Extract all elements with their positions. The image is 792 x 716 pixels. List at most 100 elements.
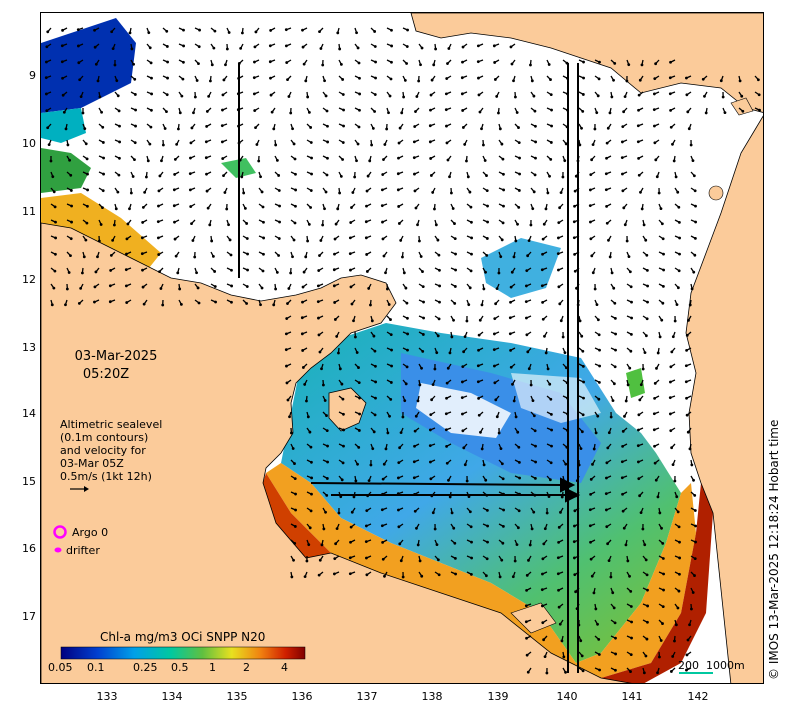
velocity-arrow-head: [608, 255, 612, 259]
velocity-arrow-head: [557, 588, 560, 592]
velocity-arrow-head: [518, 476, 521, 480]
velocity-arrow-head: [613, 365, 617, 369]
velocity-arrow-head: [446, 158, 450, 162]
velocity-arrow-head: [387, 303, 391, 306]
velocity-arrow-head: [623, 223, 627, 227]
velocity-arrow-head: [438, 268, 441, 272]
velocity-arrow-head: [692, 174, 696, 178]
velocity-arrow-head: [159, 287, 163, 290]
velocity-arrow-head: [338, 191, 342, 195]
velocity-arrow-head: [47, 143, 51, 147]
velocity-arrow-head: [301, 45, 305, 49]
velocity-arrow-head: [337, 511, 341, 515]
velocity-arrow-head: [629, 349, 633, 353]
velocity-arrow-head: [621, 444, 624, 448]
velocity-arrow-head: [525, 588, 528, 592]
velocity-arrow-head: [532, 510, 536, 514]
velocity-arrow-head: [262, 236, 266, 240]
velocity-arrow-head: [661, 557, 665, 560]
velocity-arrow-head: [189, 205, 193, 208]
velocity-arrow-head: [435, 543, 439, 546]
velocity-arrow-head: [478, 110, 482, 114]
velocity-arrow-head: [365, 556, 368, 560]
velocity-arrow-head: [612, 606, 616, 610]
map-panel[interactable]: [40, 12, 764, 684]
velocity-arrow-head: [541, 572, 544, 576]
velocity-arrow-head: [227, 31, 231, 34]
velocity-arrow-head: [397, 525, 401, 529]
velocity-arrow-head: [382, 462, 386, 466]
velocity-arrow-head: [292, 238, 296, 242]
velocity-arrow-head: [610, 95, 614, 99]
velocity-arrow-head: [367, 287, 371, 290]
velocity-arrow-head: [589, 237, 593, 241]
velocity-arrow-head: [676, 606, 680, 610]
velocity-arrow-head: [595, 303, 599, 306]
velocity-arrow-head: [493, 61, 497, 64]
velocity-arrow-head: [591, 462, 594, 466]
velocity-arrow-head: [275, 271, 279, 274]
velocity-arrow-head: [621, 429, 625, 433]
velocity-arrow-head: [621, 172, 624, 176]
velocity-arrow-head: [45, 109, 49, 113]
velocity-arrow-head: [450, 511, 454, 515]
velocity-arrow-head: [422, 300, 425, 304]
velocity-arrow-head: [436, 238, 440, 242]
velocity-arrow-head: [701, 77, 705, 81]
velocity-arrow-head: [301, 366, 305, 369]
velocity-arrow-head: [485, 557, 489, 561]
velocity-arrow-head: [676, 286, 680, 290]
velocity-arrow-head: [581, 349, 585, 353]
velocity-arrow-head: [450, 191, 453, 195]
velocity-arrow-head: [372, 430, 376, 434]
velocity-arrow-head: [613, 61, 617, 65]
velocity-arrow-head: [492, 332, 496, 336]
velocity-arrow-head: [624, 399, 628, 403]
velocity-arrow-head: [293, 221, 297, 225]
velocity-arrow-head: [50, 303, 54, 307]
velocity-arrow-head: [629, 605, 633, 608]
velocity-arrow-head: [661, 301, 665, 305]
velocity-arrow-head: [589, 492, 592, 496]
velocity-arrow-head: [364, 524, 368, 528]
velocity-arrow-head: [623, 414, 626, 418]
velocity-arrow-head: [176, 271, 180, 275]
velocity-arrow-head: [529, 223, 533, 227]
velocity-arrow-head: [612, 286, 616, 290]
velocity-arrow-head: [230, 284, 234, 288]
velocity-arrow-head: [390, 364, 393, 368]
velocity-arrow-head: [677, 589, 681, 593]
velocity-arrow-head: [382, 254, 386, 258]
velocity-arrow-head: [356, 46, 360, 50]
velocity-arrow-head: [657, 191, 661, 195]
velocity-arrow-head: [190, 126, 194, 130]
velocity-arrow-head: [148, 142, 152, 146]
velocity-arrow-head: [140, 252, 144, 256]
colorbar: [60, 646, 306, 660]
velocity-arrow-head: [546, 191, 550, 195]
velocity-arrow-head: [86, 188, 90, 192]
velocity-arrow-head: [594, 607, 598, 611]
velocity-arrow-head: [691, 159, 695, 162]
velocity-arrow-head: [325, 429, 329, 433]
velocity-arrow-head: [549, 157, 553, 161]
velocity-arrow-head: [444, 92, 448, 96]
velocity-arrow-head: [643, 543, 647, 547]
velocity-arrow-head: [582, 396, 585, 400]
velocity-arrow-head: [349, 525, 353, 529]
velocity-arrow-head: [94, 62, 98, 66]
velocity-arrow-head: [108, 300, 112, 304]
velocity-arrow-head: [589, 557, 593, 561]
velocity-arrow-head: [225, 47, 229, 51]
velocity-arrow-head: [527, 367, 531, 371]
lat-tick-13: 13: [22, 341, 36, 354]
velocity-arrow-head: [124, 284, 128, 288]
velocity-arrow-head: [604, 188, 608, 192]
velocity-arrow-head: [573, 269, 577, 273]
velocity-arrow-head: [269, 29, 273, 32]
velocity-arrow-head: [420, 366, 423, 370]
velocity-arrow-head: [581, 109, 585, 113]
velocity-arrow-head: [624, 543, 628, 547]
velocity-arrow-head: [580, 430, 584, 434]
velocity-arrow-head: [581, 669, 585, 673]
